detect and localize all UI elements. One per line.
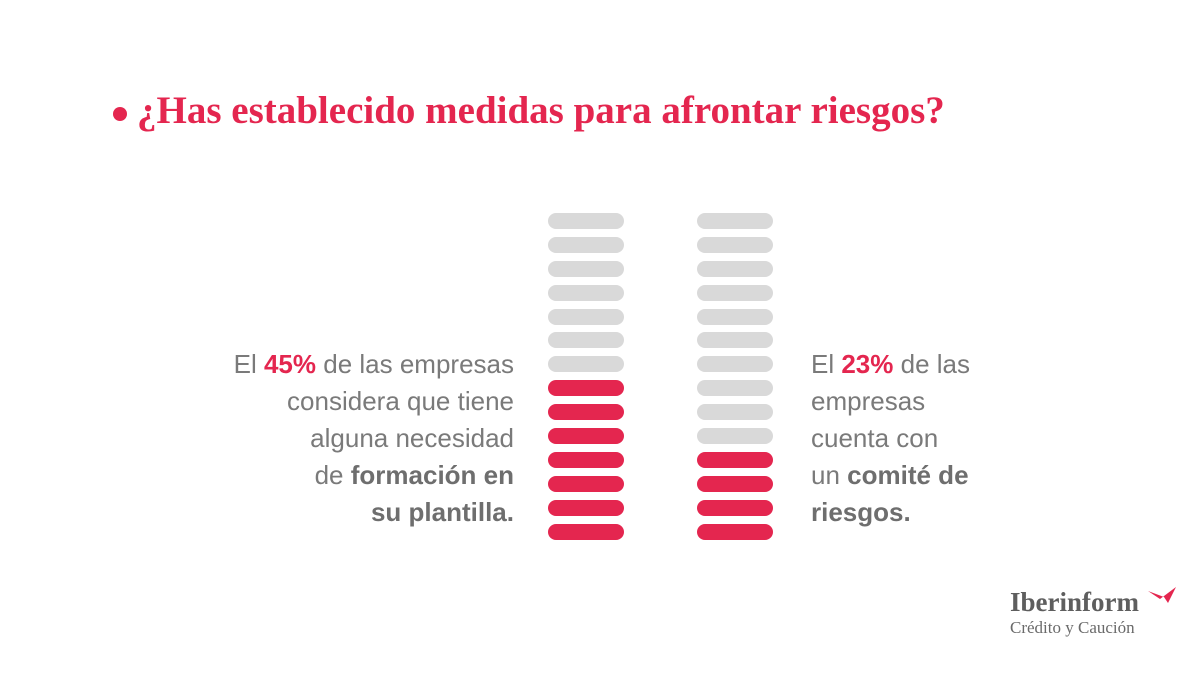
bar-segment-filled (548, 428, 624, 445)
percent-value: 45% (263, 349, 317, 379)
bar-segment-filled (548, 523, 624, 540)
bar-segment-filled (697, 499, 773, 516)
bar-segment-empty (697, 284, 773, 301)
iberinform-logo: Iberinform Crédito y Caución (1010, 587, 1176, 639)
label-line-4: un comité de (811, 460, 969, 490)
label-line-5: riesgos. (811, 497, 911, 527)
bar-segment-filled (548, 380, 624, 397)
percent-value: 23% (841, 349, 894, 379)
logo-subtitle: Crédito y Caución (1010, 618, 1135, 637)
bar-segment-empty (548, 332, 624, 349)
label-line-3: alguna necesidad (310, 423, 514, 453)
bar-stack-formacion (548, 213, 624, 547)
bar-segment-empty (697, 380, 773, 397)
bar-segment-empty (548, 356, 624, 373)
label-line-2: empresas (811, 386, 926, 416)
bar-segment-empty (697, 428, 773, 445)
bar-segment-empty (697, 404, 773, 421)
bar-segment-filled (697, 451, 773, 468)
bar-segment-empty (548, 260, 624, 277)
title-row: ¿Has establecido medidas para afrontar r… (113, 88, 945, 133)
bar-stack-comite (697, 213, 773, 547)
bar-segment-filled (697, 523, 773, 540)
bar-segment-filled (548, 475, 624, 492)
bar-segment-empty (548, 308, 624, 325)
bar-segment-empty (697, 236, 773, 253)
bar-segment-empty (697, 213, 773, 229)
logo-name: Iberinform (1010, 587, 1139, 617)
bar-segment-empty (697, 356, 773, 373)
label-line-4: de formación en (314, 460, 514, 490)
label-comite: El 23% de las empresas cuenta con un com… (811, 346, 970, 531)
label-line-1: El 23% de las (811, 349, 970, 379)
page-title: ¿Has establecido medidas para afrontar r… (137, 89, 945, 132)
bar-segment-empty (697, 308, 773, 325)
bullet-icon (113, 106, 127, 121)
bar-segment-filled (548, 499, 624, 516)
bar-segment-empty (548, 236, 624, 253)
label-line-3: cuenta con (811, 423, 939, 453)
label-line-5: su plantilla. (370, 497, 514, 527)
bar-segment-filled (548, 404, 624, 421)
bar-segment-empty (548, 213, 624, 229)
bar-segment-empty (697, 332, 773, 349)
bar-segment-empty (697, 260, 773, 277)
bar-segment-filled (697, 475, 773, 492)
label-formacion: El 45% de las empresas considera que tie… (234, 346, 514, 531)
bar-segment-filled (548, 451, 624, 468)
bar-segment-empty (548, 284, 624, 301)
label-line-1: El 45% de las empresas (233, 349, 514, 379)
label-line-2: considera que tiene (287, 386, 514, 416)
arrow-mark-icon (1148, 587, 1176, 603)
